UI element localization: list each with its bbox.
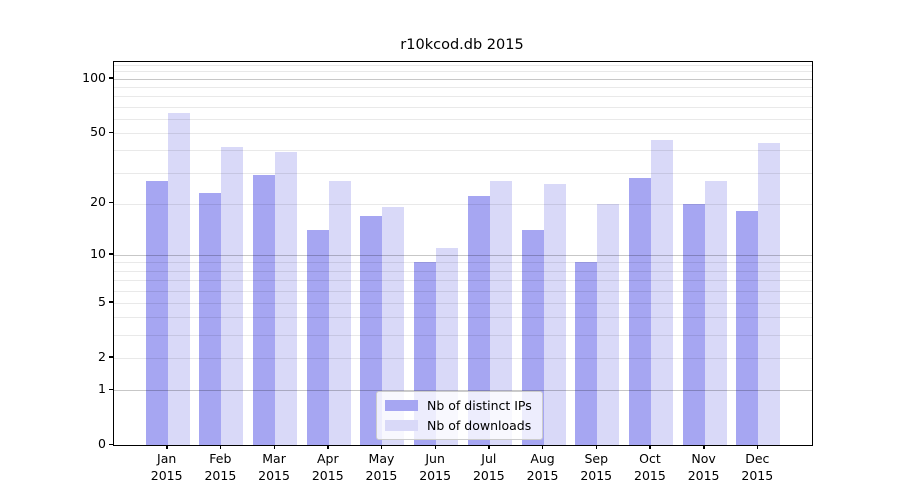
legend: Nb of distinct IPs Nb of downloads bbox=[376, 391, 543, 440]
bar-downloads-oct bbox=[650, 139, 673, 445]
y-tick-label-20: 20 bbox=[90, 194, 106, 210]
legend-swatch-ips bbox=[385, 400, 418, 411]
y-tick-label-100: 100 bbox=[82, 69, 106, 85]
y-tick-label-10: 10 bbox=[90, 245, 106, 261]
x-tick-mark bbox=[649, 445, 651, 449]
x-tick-label-jun: Jun 2015 bbox=[419, 451, 452, 483]
gridline-60 bbox=[114, 118, 812, 120]
y-tick-label-2: 2 bbox=[98, 348, 106, 364]
legend-swatch-downloads bbox=[385, 420, 418, 431]
x-tick-label-dec: Dec 2015 bbox=[741, 451, 774, 483]
x-tick-label-may: May 2015 bbox=[365, 451, 398, 483]
y-tick-label-50: 50 bbox=[90, 124, 106, 140]
x-tick-mark bbox=[703, 445, 705, 449]
legend-label-downloads: Nb of downloads bbox=[427, 418, 532, 433]
bar-ips-feb bbox=[199, 192, 222, 445]
x-tick-label-oct: Oct 2015 bbox=[634, 451, 666, 483]
y-tick-mark bbox=[109, 253, 113, 255]
y-tick-label-0: 0 bbox=[98, 436, 106, 451]
bar-downloads-mar bbox=[275, 152, 298, 445]
bar-downloads-may bbox=[382, 207, 405, 445]
y-tick-mark bbox=[109, 388, 113, 390]
gridline-5 bbox=[114, 302, 812, 304]
y-tick-label-1: 1 bbox=[98, 381, 106, 397]
gridline-4 bbox=[114, 317, 812, 319]
y-tick-mark bbox=[109, 301, 113, 303]
gridline-100 bbox=[114, 78, 812, 80]
bar-ips-jan bbox=[145, 180, 168, 445]
x-tick-mark bbox=[542, 445, 544, 449]
x-tick-label-nov: Nov 2015 bbox=[687, 451, 720, 483]
gridline-9 bbox=[114, 262, 812, 264]
gridlines-layer bbox=[114, 62, 812, 445]
bar-ips-apr bbox=[306, 230, 329, 445]
x-tick-label-apr: Apr 2015 bbox=[311, 451, 344, 483]
bar-ips-oct bbox=[628, 177, 651, 445]
chart-title: r10kcod.db 2015 bbox=[400, 37, 524, 53]
gridline-120 bbox=[114, 64, 812, 66]
legend-row-ips: Nb of distinct IPs bbox=[385, 398, 532, 413]
y-tick-mark bbox=[109, 77, 113, 79]
bar-downloads-dec bbox=[758, 143, 781, 445]
y-tick-mark bbox=[109, 356, 113, 358]
gridline-70 bbox=[114, 106, 812, 108]
bar-ips-dec bbox=[736, 211, 759, 445]
gridline-1 bbox=[114, 390, 812, 391]
gridline-20 bbox=[114, 203, 812, 205]
plot-area: Nb of distinct IPs Nb of downloads bbox=[113, 61, 813, 446]
x-tick-label-sep: Sep 2015 bbox=[580, 451, 613, 483]
x-tick-label-feb: Feb 2015 bbox=[204, 451, 237, 483]
bar-downloads-jan bbox=[167, 112, 190, 445]
gridline-40 bbox=[114, 150, 812, 152]
gridline-7 bbox=[114, 280, 812, 282]
bar-downloads-jul bbox=[489, 180, 512, 445]
bar-ips-mar bbox=[253, 175, 276, 445]
gridline-90 bbox=[114, 87, 812, 89]
gridline-6 bbox=[114, 290, 812, 292]
gridline-50 bbox=[114, 133, 812, 135]
bar-ips-sep bbox=[575, 262, 598, 445]
bar-downloads-apr bbox=[328, 180, 351, 445]
x-tick-label-aug: Aug 2015 bbox=[526, 451, 559, 483]
gridline-30 bbox=[114, 172, 812, 174]
legend-label-ips: Nb of distinct IPs bbox=[427, 398, 532, 413]
x-tick-mark bbox=[327, 445, 329, 449]
bar-ips-jul bbox=[467, 196, 490, 445]
x-tick-mark bbox=[434, 445, 437, 449]
bar-downloads-nov bbox=[704, 180, 727, 445]
x-tick-mark bbox=[488, 445, 490, 449]
gridline-2 bbox=[114, 357, 812, 359]
x-tick-mark bbox=[756, 445, 759, 449]
gridline-80 bbox=[114, 96, 812, 98]
gridline-3 bbox=[114, 335, 812, 336]
x-tick-mark bbox=[166, 445, 168, 449]
bar-downloads-feb bbox=[221, 146, 244, 445]
x-tick-mark bbox=[273, 445, 275, 449]
y-tick-mark bbox=[109, 443, 113, 445]
bar-downloads-sep bbox=[597, 203, 620, 445]
y-tick-label-5: 5 bbox=[98, 293, 106, 309]
x-tick-mark bbox=[380, 445, 383, 449]
x-tick-label-jul: Jul 2015 bbox=[472, 451, 505, 483]
gridline-10 bbox=[114, 254, 812, 256]
x-tick-mark bbox=[219, 445, 222, 449]
y-tick-mark bbox=[109, 131, 113, 133]
y-tick-mark bbox=[109, 201, 113, 204]
x-tick-label-mar: Mar 2015 bbox=[258, 451, 290, 483]
x-tick-label-jan: Jan 2015 bbox=[150, 451, 183, 483]
gridline-8 bbox=[114, 270, 812, 272]
legend-row-downloads: Nb of downloads bbox=[385, 418, 532, 433]
bar-ips-nov bbox=[682, 203, 705, 445]
bar-ips-may bbox=[360, 215, 383, 445]
x-tick-mark bbox=[595, 445, 598, 449]
gridline-110 bbox=[114, 71, 812, 73]
bar-downloads-aug bbox=[543, 183, 566, 445]
